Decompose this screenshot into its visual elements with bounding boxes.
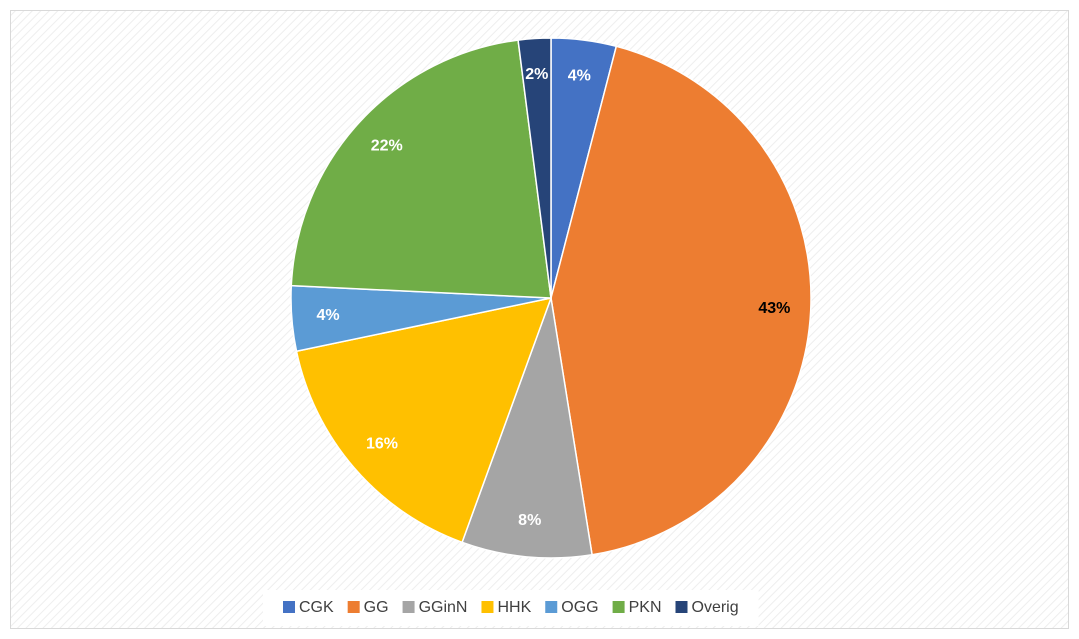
pie-slice xyxy=(290,39,552,299)
data-label: 4% xyxy=(568,67,591,84)
legend-label: GGinN xyxy=(419,599,468,616)
legend-label: CGK xyxy=(299,599,334,616)
data-label: 43% xyxy=(758,300,790,317)
pie-slice xyxy=(550,45,812,556)
data-label: 16% xyxy=(366,436,398,453)
legend-label: PKN xyxy=(629,599,662,616)
pie: 4% 43% 8% 16% 4% 22% 2% xyxy=(290,37,812,559)
legend-swatch xyxy=(675,601,688,613)
legend-swatch xyxy=(481,601,494,613)
legend-label: HHK xyxy=(497,599,531,616)
legend: CGK GG GGinN HHK OGG PKN Overig xyxy=(283,599,739,616)
data-label: 2% xyxy=(525,66,548,83)
pie-slice xyxy=(295,296,553,544)
legend-swatch xyxy=(347,601,360,613)
data-label: 22% xyxy=(371,138,403,155)
data-label: 4% xyxy=(317,307,340,324)
legend-swatch xyxy=(545,601,558,613)
legend-swatch xyxy=(402,601,415,613)
legend-swatch xyxy=(612,601,625,613)
legend-label: Overig xyxy=(692,599,739,616)
pie-slice xyxy=(461,295,593,559)
legend-label: GG xyxy=(364,599,389,616)
pie-slice xyxy=(517,37,552,299)
legend-label: OGG xyxy=(561,599,598,616)
legend-swatch xyxy=(283,601,295,613)
data-label: 8% xyxy=(518,512,541,529)
